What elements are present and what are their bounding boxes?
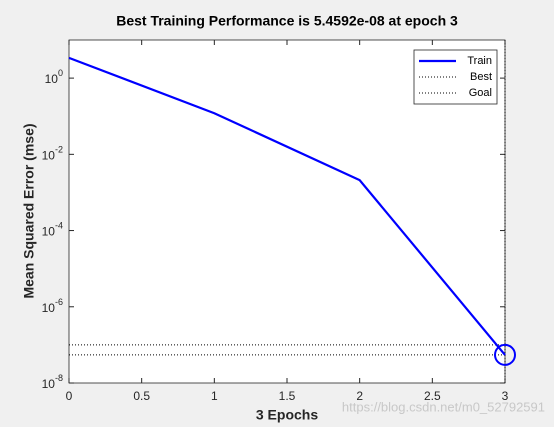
y-tick-label: 10-4 [42,221,63,239]
x-tick-label: 1 [211,389,218,403]
y-tick-label: 10-6 [42,297,63,315]
watermark: https://blog.csdn.net/m0_52792591 [342,399,545,414]
legend-label: Best [470,71,492,83]
y-axis-label: Mean Squared Error (mse) [21,123,37,298]
x-tick-label: 0.5 [133,389,150,403]
x-tick-label: 3 [502,389,509,403]
legend-label: Goal [469,87,492,99]
chart-title: Best Training Performance is 5.4592e-08 … [116,13,458,29]
x-tick-label: 2.5 [424,389,441,403]
y-tick-label: 100 [45,68,63,86]
x-tick-label: 2 [356,389,363,403]
x-tick-label: 1.5 [279,389,296,403]
train-line [68,56,506,356]
y-tick-label: 10-2 [42,145,63,163]
legend-label: Train [467,55,492,67]
best-marker [494,343,516,366]
y-tick-label: 10-8 [42,373,63,391]
x-tick-label: 0 [66,389,73,403]
x-axis-label: 3 Epochs [256,407,318,423]
